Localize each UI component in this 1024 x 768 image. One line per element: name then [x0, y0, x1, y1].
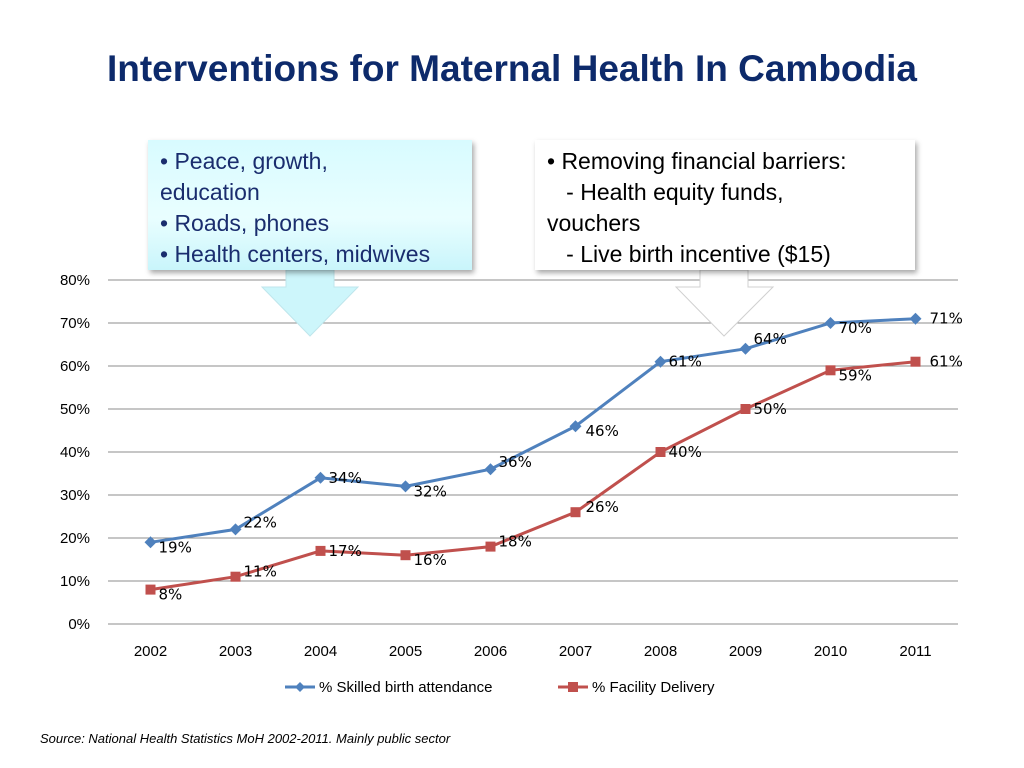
- data-label: 18%: [499, 533, 532, 551]
- data-point: [314, 471, 327, 484]
- y-tick-label: 40%: [60, 444, 90, 461]
- data-label: 34%: [329, 469, 362, 487]
- y-tick-label: 60%: [60, 358, 90, 375]
- data-point: [315, 545, 326, 556]
- data-point: [739, 342, 752, 355]
- source-note: Source: National Health Statistics MoH 2…: [40, 731, 451, 746]
- data-point: [824, 317, 837, 329]
- slide-title: Interventions for Maternal Health In Cam…: [106, 48, 917, 89]
- x-tick-label: 2007: [559, 643, 592, 660]
- legend-label: % Skilled birth attendance: [319, 679, 492, 696]
- x-tick-label: 2011: [899, 643, 931, 660]
- data-point: [825, 365, 836, 376]
- data-point: [655, 447, 666, 457]
- data-point: [145, 584, 156, 595]
- x-tick-label: 2005: [389, 643, 422, 660]
- data-point: [654, 355, 667, 368]
- y-tick-label: 50%: [60, 401, 90, 418]
- callout-line: • Health centers, midwives: [160, 241, 431, 267]
- data-label: 36%: [499, 453, 532, 471]
- data-point: [229, 523, 242, 536]
- data-label: 70%: [839, 319, 872, 337]
- data-point: [484, 463, 497, 476]
- x-tick-label: 2009: [729, 643, 762, 660]
- callout-line: • Removing financial barriers:: [547, 148, 847, 174]
- data-label: 61%: [669, 353, 702, 371]
- data-point: [910, 356, 921, 367]
- data-label: 61%: [930, 353, 963, 371]
- x-tick-label: 2006: [474, 643, 507, 660]
- y-tick-label: 20%: [60, 530, 90, 547]
- data-point: [569, 420, 582, 433]
- data-label: 40%: [669, 443, 702, 461]
- data-point: [570, 507, 581, 518]
- x-tick-label: 2004: [304, 643, 337, 660]
- callout-line: • Roads, phones: [160, 210, 330, 236]
- down-arrow-left: [260, 269, 360, 337]
- legend-label: % Facility Delivery: [592, 679, 715, 696]
- data-label: 50%: [754, 400, 787, 418]
- series-line: [150, 317, 916, 544]
- data-label: 26%: [586, 498, 619, 516]
- data-point: [399, 480, 412, 493]
- series-line: [150, 360, 916, 592]
- data-point: [400, 550, 411, 561]
- data-point: [485, 541, 496, 552]
- callout-right: • Removing financial barriers: - Health …: [535, 140, 915, 270]
- callout-line: - Health equity funds,: [547, 179, 784, 205]
- x-tick-label: 2002: [134, 643, 167, 660]
- x-tick-label: 2010: [814, 643, 847, 660]
- legend-marker: [568, 682, 578, 692]
- legend-marker: [295, 682, 305, 692]
- data-point: [740, 404, 751, 414]
- data-label: 19%: [159, 538, 192, 556]
- y-tick-label: 70%: [60, 315, 90, 332]
- data-label: 64%: [754, 330, 787, 348]
- data-label: 22%: [244, 513, 277, 531]
- data-label: 16%: [414, 551, 447, 569]
- callout-line: vouchers: [547, 210, 641, 236]
- callout-line: education: [160, 179, 260, 205]
- data-label: 46%: [586, 422, 619, 440]
- data-label: 11%: [244, 563, 277, 581]
- data-point: [909, 312, 922, 325]
- y-tick-label: 80%: [60, 272, 90, 289]
- data-label: 8%: [159, 586, 183, 604]
- down-arrow-right: [674, 269, 775, 337]
- y-tick-label: 30%: [60, 487, 90, 504]
- data-point: [144, 536, 157, 549]
- data-label: 59%: [839, 366, 872, 384]
- callout-line: • Peace, growth,: [160, 148, 328, 174]
- data-point: [230, 571, 241, 582]
- data-label: 32%: [414, 482, 447, 500]
- y-tick-label: 0%: [68, 616, 90, 633]
- data-label: 71%: [930, 310, 963, 328]
- x-tick-label: 2003: [219, 643, 252, 660]
- data-label: 17%: [329, 542, 362, 560]
- callout-line: - Live birth incentive ($15): [547, 241, 831, 267]
- callout-left: • Peace, growth, education • Roads, phon…: [148, 140, 472, 270]
- x-tick-label: 2008: [644, 643, 677, 660]
- y-tick-label: 10%: [60, 573, 90, 590]
